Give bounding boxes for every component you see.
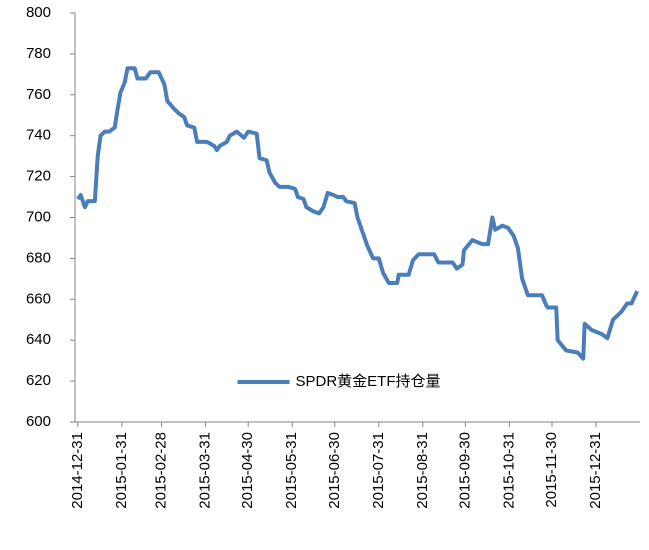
y-tick-label: 660 [26,290,51,307]
data-line [76,66,639,361]
x-tick-label: 2015-05-31 [283,432,300,509]
x-tick-label: 2015-09-30 [456,432,473,509]
y-tick-label: 760 [26,86,51,103]
x-tick-label: 2015-07-31 [370,432,387,509]
y-tick-label: 620 [26,372,51,389]
legend-label: SPDR黄金ETF持仓量 [296,373,441,390]
x-tick-label: 2015-03-31 [197,432,214,509]
x-tick-label: 2015-10-31 [500,432,517,509]
y-tick-label: 780 [26,45,51,62]
y-tick-label: 740 [26,127,51,144]
x-tick-label: 2015-04-30 [239,432,256,509]
x-tick-label: 2014-12-31 [69,432,86,509]
x-tick-label: 2015-11-30 [543,432,560,508]
y-tick-label: 640 [26,331,51,348]
y-tick-label: 600 [26,413,51,430]
y-tick-label: 680 [26,249,51,266]
y-tick-label: 720 [26,168,51,185]
x-tick-label: 2015-08-31 [414,432,431,509]
y-tick-label: 700 [26,208,51,225]
x-tick-label: 2015-01-31 [113,432,130,509]
x-tick-label: 2015-02-28 [153,432,170,509]
x-tick-label: 2015-12-31 [587,432,604,509]
x-tick-label: 2015-06-30 [326,432,343,509]
y-tick-label: 800 [26,4,51,21]
